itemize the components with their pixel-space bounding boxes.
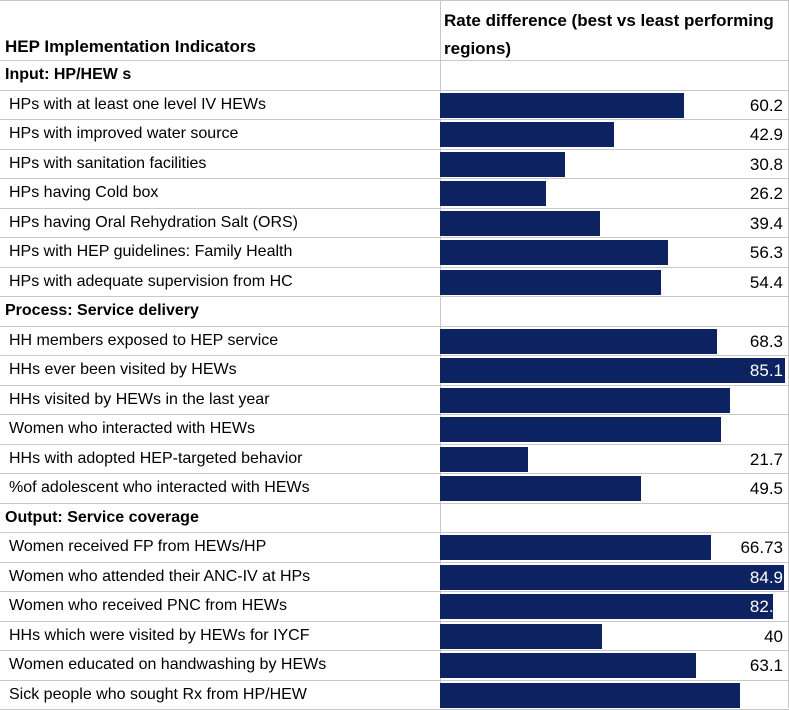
bar-mark (440, 476, 641, 501)
value-label: 63.1 (749, 656, 783, 675)
indicator-label: HHs with adopted HEP-targeted behavior (9, 450, 303, 467)
bar-mark (440, 447, 528, 472)
section-label: Output: Service coverage (5, 508, 199, 526)
bar-mark (440, 152, 565, 177)
bar-mark (440, 653, 696, 678)
bar-mark (440, 240, 668, 265)
row-divider (0, 60, 789, 61)
indicator-label: HPs with improved water source (9, 125, 239, 142)
indicator-label: Women who received PNC from HEWs (9, 597, 287, 614)
value-label: 30.8 (749, 155, 783, 174)
value-label: 69.3 (749, 420, 783, 439)
bar-mark (440, 358, 785, 383)
bar-mark (440, 565, 784, 590)
row-divider (0, 355, 789, 356)
indicator-label: HPs with sanitation facilities (9, 155, 207, 172)
row-divider (0, 326, 789, 327)
value-label: 84.9 (749, 568, 783, 587)
row-divider (0, 591, 789, 592)
bar-mark (440, 535, 711, 560)
value-label: 42.9 (749, 125, 783, 144)
row-divider (0, 90, 789, 91)
row-divider (0, 473, 789, 474)
value-label: 40 (764, 627, 783, 646)
row-divider (0, 650, 789, 651)
indicator-label: Sick people who sought Rx from HP/HEW (9, 686, 307, 703)
value-label: 71.6 (749, 391, 783, 410)
value-label: 82.1 (749, 597, 783, 616)
bar-mark (440, 594, 773, 619)
indicator-label: HPs with at least one level IV HEWs (9, 96, 266, 113)
bar-mark (440, 417, 721, 442)
value-label: 85.1 (749, 361, 783, 380)
column-header-indicators: HEP Implementation Indicators (5, 37, 256, 56)
row-divider (0, 562, 789, 563)
row-divider (0, 237, 789, 238)
value-label: 21.7 (749, 450, 783, 469)
indicator-label: Women who attended their ANC-IV at HPs (9, 568, 311, 585)
row-divider (0, 296, 789, 297)
row-divider (0, 414, 789, 415)
indicator-label: HH members exposed to HEP service (9, 332, 279, 349)
row-divider (0, 680, 789, 681)
row-divider (0, 621, 789, 622)
value-label: 66.73 (740, 538, 783, 557)
indicator-label: HPs with HEP guidelines: Family Health (9, 243, 293, 260)
section-label: Input: HP/HEW s (5, 66, 132, 83)
row-divider (0, 503, 789, 504)
value-label: 56.3 (749, 243, 783, 262)
indicator-label: Women received FP from HEWs/HP (9, 538, 267, 555)
row-divider (0, 444, 789, 445)
bar-mark (440, 122, 614, 147)
value-label: 39.4 (749, 214, 783, 233)
bar-mark (440, 329, 717, 354)
bar-mark (440, 624, 602, 649)
value-label: 26.2 (749, 184, 783, 203)
indicator-label: HPs having Oral Rehydration Salt (ORS) (9, 214, 298, 231)
indicator-label: HHs visited by HEWs in the last year (9, 391, 270, 408)
section-label: Process: Service delivery (5, 302, 199, 319)
bar-mark (440, 388, 730, 413)
column-divider (440, 0, 441, 708)
indicator-label: Women who interacted with HEWs (9, 420, 256, 437)
bar-mark (440, 211, 600, 236)
bar-mark (440, 93, 684, 118)
row-divider (0, 532, 789, 533)
bar-mark (440, 683, 740, 708)
indicator-label: HHs which were visited by HEWs for IYCF (9, 627, 310, 644)
indicator-label: HPs with adequate supervision from HC (9, 273, 293, 290)
indicator-label: %of adolescent who interacted with HEWs (9, 479, 310, 496)
row-divider (0, 149, 789, 150)
indicator-label: HHs ever been visited by HEWs (9, 361, 237, 378)
bar-mark (440, 270, 661, 295)
value-label: 60.2 (749, 96, 783, 115)
row-divider (0, 0, 789, 1)
column-header-rate-difference: Rate difference (best vs least performin… (444, 11, 774, 58)
indicator-label: Women educated on handwashing by HEWs (9, 656, 327, 673)
value-label: 54.4 (749, 273, 783, 292)
row-divider (0, 119, 789, 120)
row-divider (0, 208, 789, 209)
value-label: 68.3 (749, 332, 783, 351)
row-divider (0, 385, 789, 386)
row-divider (0, 178, 789, 179)
value-label: 74.1 (749, 686, 783, 705)
bar-mark (440, 181, 546, 206)
indicator-label: HPs having Cold box (9, 184, 159, 201)
row-divider (0, 267, 789, 268)
value-label: 49.5 (749, 479, 783, 498)
